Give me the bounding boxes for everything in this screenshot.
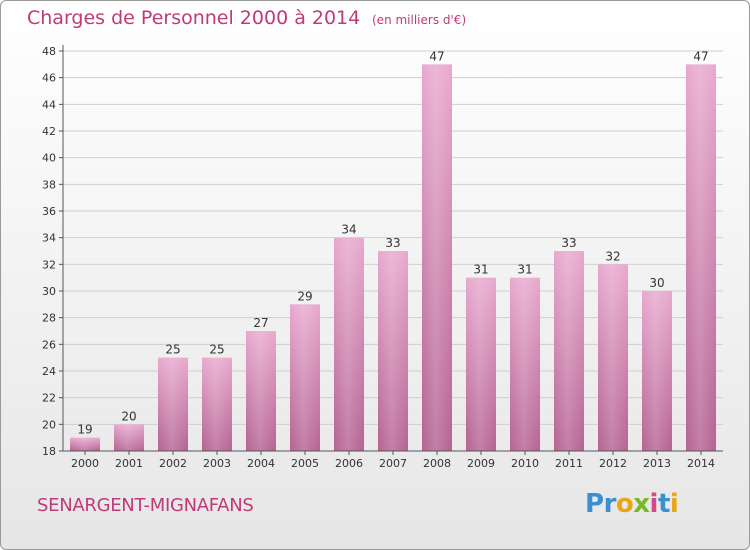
bar-shine [378,251,408,451]
y-tick-label: 34 [42,232,56,245]
data-label: 25 [165,343,180,357]
proxiti-logo: Proxiti [585,489,679,519]
bars [70,64,716,452]
y-tick-label: 42 [42,125,56,138]
bar-shine [466,277,496,451]
bar-shine [554,251,584,451]
data-label: 27 [253,316,268,330]
y-tick-label: 44 [42,98,56,111]
y-tick-label: 20 [42,418,56,431]
bar-shine [114,424,144,451]
x-tick-label: 2012 [599,457,627,470]
x-tick-label: 2001 [115,457,143,470]
data-label: 32 [605,249,620,263]
data-label: 34 [341,223,356,237]
x-tick-label: 2008 [423,457,451,470]
x-tick-label: 2003 [203,457,231,470]
y-tick-label: 38 [42,178,56,191]
data-label: 33 [385,236,400,250]
y-tick-label: 46 [42,72,56,85]
y-tick-label: 24 [42,365,56,378]
data-label: 25 [209,343,224,357]
axes: 18 20 22 24 26 28 30 32 34 36 38 40 42 44 46 48 2000 2001… [42,45,723,470]
bar-shine [510,277,540,451]
y-tick-label: 40 [42,152,56,165]
data-labels: 19 20 25 25 27 29 34 33 47 31 31 33 32 30 47 [77,49,708,436]
bar-shine [70,437,100,451]
x-tick-label: 2002 [159,457,187,470]
x-tick-label: 2004 [247,457,275,470]
y-tick-label: 18 [42,445,56,458]
data-label: 33 [561,236,576,250]
bar-shine [642,291,672,451]
commune-name: SENARGENT-MIGNAFANS [37,495,254,516]
y-tick-label: 26 [42,338,56,351]
x-tick-label: 2013 [643,457,671,470]
data-label: 31 [473,263,488,277]
bar-shine [422,64,452,452]
bar-shine [686,64,716,452]
chart-subtitle: (en milliers d'€) [372,13,467,27]
bar-shine [290,304,320,451]
bar-shine [598,264,628,451]
bar-shine [158,357,188,451]
x-tick-label: 2009 [467,457,495,470]
x-tick-label: 2010 [511,457,539,470]
data-label: 30 [649,276,664,290]
y-tick-label: 48 [42,45,56,58]
data-label: 29 [297,289,312,303]
bar-shine [246,331,276,451]
data-label: 20 [121,409,136,423]
x-tick-label: 2011 [555,457,583,470]
y-tick-label: 30 [42,285,56,298]
data-label: 31 [517,263,532,277]
x-tick-label: 2000 [71,457,99,470]
y-tick-label: 28 [42,312,56,325]
x-tick-label: 2005 [291,457,319,470]
data-label: 19 [77,423,92,437]
y-tick-label: 36 [42,205,56,218]
x-tick-label: 2006 [335,457,363,470]
bar-shine [334,237,364,451]
x-tick-label: 2007 [379,457,407,470]
y-tick-label: 32 [42,258,56,271]
data-label: 47 [429,49,444,63]
data-label: 47 [693,49,708,63]
x-tick-label: 2014 [687,457,715,470]
y-tick-label: 22 [42,392,56,405]
chart-title: Charges de Personnel 2000 à 2014 [27,7,361,29]
bar-shine [202,357,232,451]
